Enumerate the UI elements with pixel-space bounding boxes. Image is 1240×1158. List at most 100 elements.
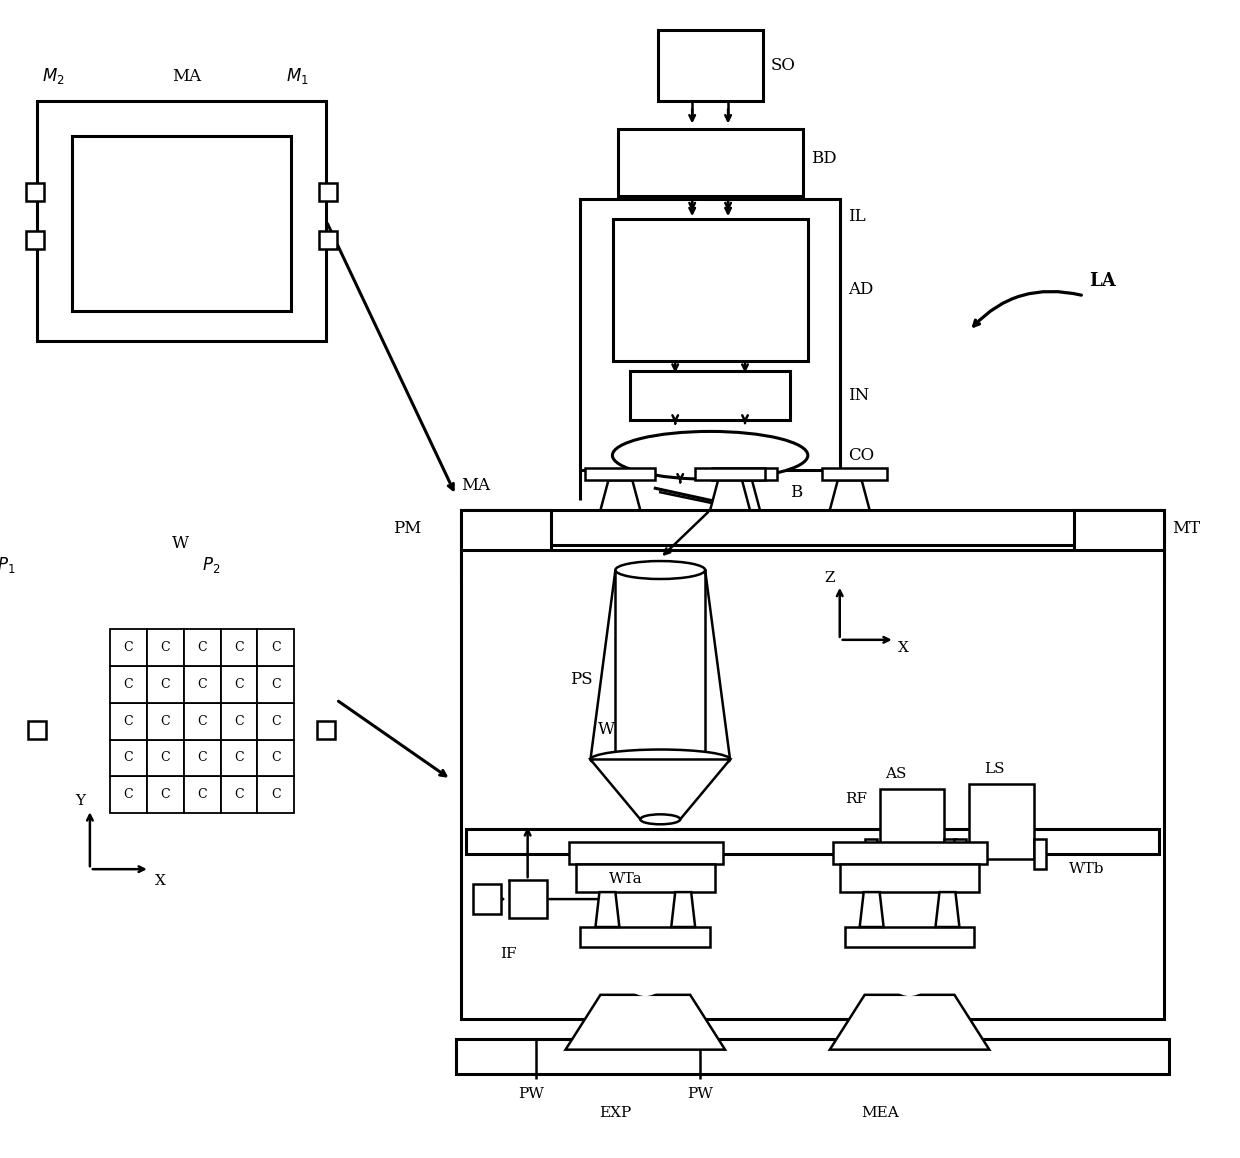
Text: PM: PM xyxy=(393,520,420,536)
Text: WTa: WTa xyxy=(609,872,642,886)
Text: C: C xyxy=(197,677,207,690)
Bar xyxy=(658,30,763,102)
Text: C: C xyxy=(124,640,133,654)
Polygon shape xyxy=(600,481,640,511)
Text: C: C xyxy=(160,789,170,801)
Polygon shape xyxy=(830,481,869,511)
Bar xyxy=(456,1039,1169,1073)
Text: C: C xyxy=(197,789,207,801)
Bar xyxy=(146,740,184,776)
Text: SO: SO xyxy=(771,57,796,74)
Bar xyxy=(221,776,258,813)
Bar xyxy=(712,468,777,481)
Text: $M_1$: $M_1$ xyxy=(286,66,309,87)
Text: C: C xyxy=(234,752,244,764)
Text: C: C xyxy=(124,752,133,764)
Bar xyxy=(844,928,975,947)
Bar xyxy=(879,790,945,859)
Bar xyxy=(580,199,839,470)
Text: CO: CO xyxy=(848,447,874,464)
Text: C: C xyxy=(160,640,170,654)
Bar xyxy=(258,776,294,813)
Bar xyxy=(619,130,802,196)
Bar xyxy=(568,842,723,864)
Text: C: C xyxy=(272,714,280,727)
Bar xyxy=(472,884,501,914)
Bar xyxy=(258,629,294,666)
Text: EXP: EXP xyxy=(599,1107,631,1121)
Text: IF: IF xyxy=(500,947,516,961)
Text: C: C xyxy=(272,789,280,801)
Bar xyxy=(29,720,46,739)
Polygon shape xyxy=(720,481,760,511)
Ellipse shape xyxy=(613,432,807,479)
Bar xyxy=(110,703,146,740)
Circle shape xyxy=(889,955,930,995)
Bar xyxy=(696,468,765,481)
Text: Y: Y xyxy=(74,794,84,808)
Bar xyxy=(580,928,711,947)
Polygon shape xyxy=(590,760,730,820)
Bar xyxy=(37,102,326,340)
Text: C: C xyxy=(160,752,170,764)
Bar xyxy=(461,550,1164,1019)
Bar xyxy=(955,840,966,870)
Text: C: C xyxy=(197,714,207,727)
Text: C: C xyxy=(124,677,133,690)
Text: C: C xyxy=(234,714,244,727)
Polygon shape xyxy=(859,892,884,928)
Bar xyxy=(258,703,294,740)
Text: MA: MA xyxy=(171,68,201,85)
Bar xyxy=(614,219,807,360)
Polygon shape xyxy=(711,481,750,511)
Bar xyxy=(319,232,337,249)
Text: LS: LS xyxy=(985,762,1004,777)
Text: C: C xyxy=(234,677,244,690)
Bar xyxy=(184,629,221,666)
Bar xyxy=(575,864,715,892)
Text: LA: LA xyxy=(1089,272,1116,290)
Bar xyxy=(317,720,335,739)
Text: IL: IL xyxy=(848,207,866,225)
Text: BD: BD xyxy=(811,149,837,167)
Bar xyxy=(221,629,258,666)
Text: C: C xyxy=(272,640,280,654)
Circle shape xyxy=(27,576,336,884)
Text: C: C xyxy=(124,789,133,801)
Bar xyxy=(461,511,1164,545)
Circle shape xyxy=(625,955,665,995)
Text: C: C xyxy=(272,752,280,764)
Bar xyxy=(184,776,221,813)
Text: X: X xyxy=(155,874,166,888)
Bar xyxy=(110,629,146,666)
Bar xyxy=(146,629,184,666)
Text: C: C xyxy=(234,789,244,801)
Bar xyxy=(184,666,221,703)
Polygon shape xyxy=(935,892,960,928)
Bar xyxy=(833,842,987,864)
Bar xyxy=(258,740,294,776)
Text: $P_2$: $P_2$ xyxy=(202,555,219,576)
Ellipse shape xyxy=(615,562,706,579)
Text: X: X xyxy=(898,640,909,654)
Text: MT: MT xyxy=(1172,520,1200,536)
Bar xyxy=(221,666,258,703)
Bar xyxy=(945,840,956,870)
Text: RF: RF xyxy=(844,792,867,806)
Text: C: C xyxy=(197,640,207,654)
Bar xyxy=(615,570,706,760)
Text: MEA: MEA xyxy=(861,1107,899,1121)
Bar xyxy=(822,468,887,481)
Bar xyxy=(221,703,258,740)
Bar xyxy=(26,183,43,201)
Bar xyxy=(864,840,877,870)
Text: Z: Z xyxy=(825,571,836,585)
Bar xyxy=(184,740,221,776)
Text: C: C xyxy=(272,677,280,690)
Text: C: C xyxy=(160,677,170,690)
Bar xyxy=(184,703,221,740)
Text: $P_1$: $P_1$ xyxy=(0,555,16,576)
Bar xyxy=(839,864,980,892)
Bar xyxy=(319,183,337,201)
Text: PW: PW xyxy=(687,1086,713,1100)
